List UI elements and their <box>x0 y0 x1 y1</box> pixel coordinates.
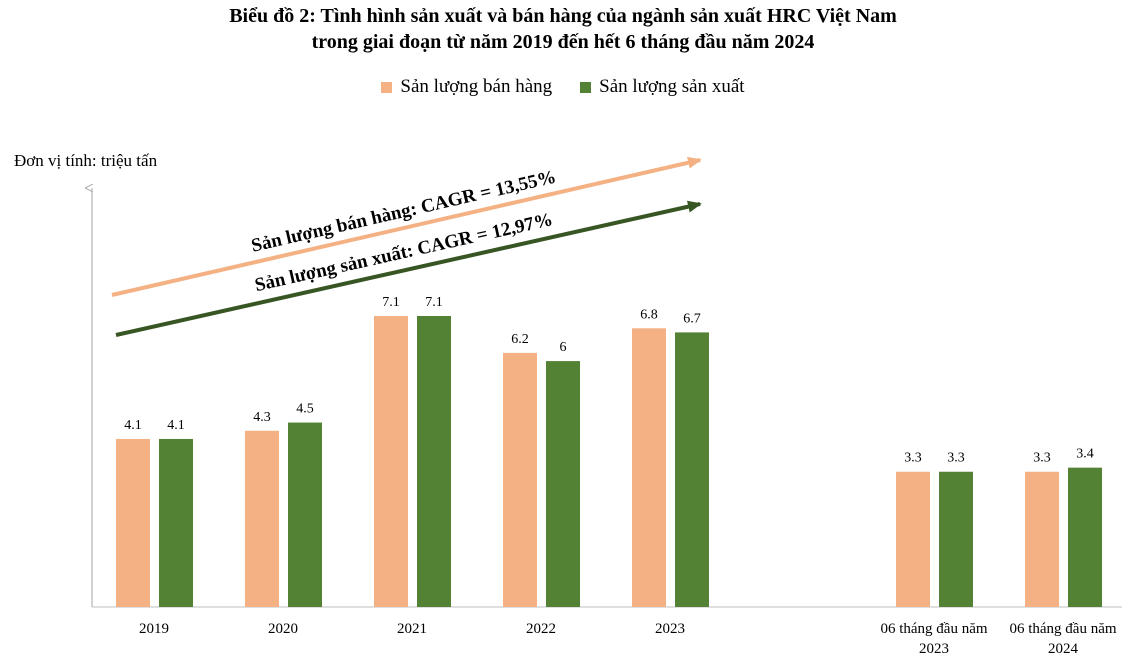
bar-production-3 <box>546 361 580 607</box>
bar-sales-1 <box>245 430 279 607</box>
legend-swatch-production <box>580 81 592 93</box>
category-label-1: 2020 <box>268 621 298 637</box>
bar-sales-4 <box>632 328 666 607</box>
chart-title: Biểu đồ 2: Tình hình sản xuất và bán hàn… <box>229 5 897 27</box>
data-label-sales-3: 6.2 <box>511 332 529 347</box>
unit-label: Đơn vị tính: triệu tấn <box>14 151 158 170</box>
bar-production-4 <box>675 332 709 607</box>
data-label-production-0: 4.1 <box>167 418 185 433</box>
data-label-sales-4: 6.8 <box>640 307 658 322</box>
bar-sales-0 <box>116 438 150 607</box>
chart-subtitle: trong giai đoạn từ năm 2019 đến hết 6 th… <box>311 31 815 53</box>
bar-production-5 <box>939 471 973 607</box>
bar-production-0 <box>159 438 193 607</box>
bar-production-1 <box>288 422 322 607</box>
legend-item-sales: Sản lượng bán hàng <box>381 76 552 98</box>
data-label-sales-1: 4.3 <box>253 410 271 425</box>
legend-label-sales: Sản lượng bán hàng <box>400 76 553 97</box>
category-label-6: 06 tháng đầu năm 2024 <box>1009 621 1117 657</box>
data-label-production-2: 7.1 <box>425 295 443 310</box>
trend-arrow-sales <box>111 156 702 297</box>
legend-label-production: Sản lượng sản xuất <box>599 76 745 97</box>
bar-production-2 <box>417 316 451 607</box>
bar-sales-3 <box>503 352 537 607</box>
data-label-production-5: 3.3 <box>947 451 965 466</box>
legend: Sản lượng bán hàng Sản lượng sản xuất <box>0 76 1126 98</box>
legend-swatch-sales <box>381 81 393 93</box>
data-label-sales-6: 3.3 <box>1033 451 1051 466</box>
data-label-sales-5: 3.3 <box>904 451 922 466</box>
bar-sales-2 <box>374 316 408 607</box>
trend-arrow-production <box>115 200 702 337</box>
bar-production-6 <box>1068 467 1102 607</box>
bar-sales-6 <box>1025 471 1059 607</box>
data-label-production-3: 6 <box>560 340 567 355</box>
category-label-0: 2019 <box>139 621 169 637</box>
data-label-sales-0: 4.1 <box>124 418 142 433</box>
category-label-2: 2021 <box>397 621 427 637</box>
category-label-4: 2023 <box>655 621 685 637</box>
data-label-production-4: 6.7 <box>683 311 701 326</box>
data-label-production-6: 3.4 <box>1076 447 1094 462</box>
legend-item-production: Sản lượng sản xuất <box>580 76 745 98</box>
data-label-sales-2: 7.1 <box>382 295 400 310</box>
category-label-5: 06 tháng đầu năm 2023 <box>880 621 988 657</box>
data-label-production-1: 4.5 <box>296 402 314 417</box>
category-label-3: 2022 <box>526 621 556 637</box>
bar-sales-5 <box>896 471 930 607</box>
